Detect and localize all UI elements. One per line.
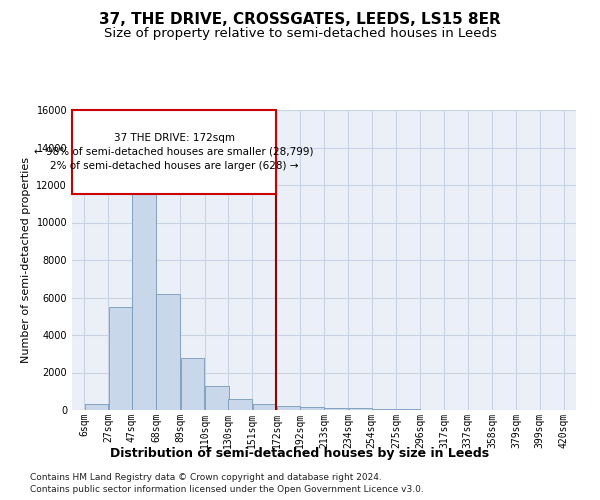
Text: 37, THE DRIVE, CROSSGATES, LEEDS, LS15 8ER: 37, THE DRIVE, CROSSGATES, LEEDS, LS15 8…	[99, 12, 501, 28]
Bar	[372, 408, 395, 410]
Bar	[181, 358, 204, 410]
Text: Distribution of semi-detached houses by size in Leeds: Distribution of semi-detached houses by …	[110, 448, 490, 460]
Bar	[228, 399, 252, 410]
Bar	[277, 406, 301, 410]
FancyBboxPatch shape	[72, 110, 277, 194]
Bar	[109, 307, 133, 410]
Bar	[157, 294, 180, 410]
Y-axis label: Number of semi-detached properties: Number of semi-detached properties	[21, 157, 31, 363]
Text: 37 THE DRIVE: 172sqm
← 98% of semi-detached houses are smaller (28,799)
2% of se: 37 THE DRIVE: 172sqm ← 98% of semi-detac…	[34, 133, 314, 171]
Bar	[85, 404, 108, 410]
Bar	[349, 408, 372, 410]
Bar	[132, 178, 155, 410]
Text: Size of property relative to semi-detached houses in Leeds: Size of property relative to semi-detach…	[104, 28, 496, 40]
Bar	[205, 386, 229, 410]
Bar	[300, 407, 323, 410]
Text: Contains public sector information licensed under the Open Government Licence v3: Contains public sector information licen…	[30, 485, 424, 494]
Bar	[253, 404, 276, 410]
Bar	[396, 409, 420, 410]
Bar	[325, 408, 348, 410]
Text: Contains HM Land Registry data © Crown copyright and database right 2024.: Contains HM Land Registry data © Crown c…	[30, 472, 382, 482]
